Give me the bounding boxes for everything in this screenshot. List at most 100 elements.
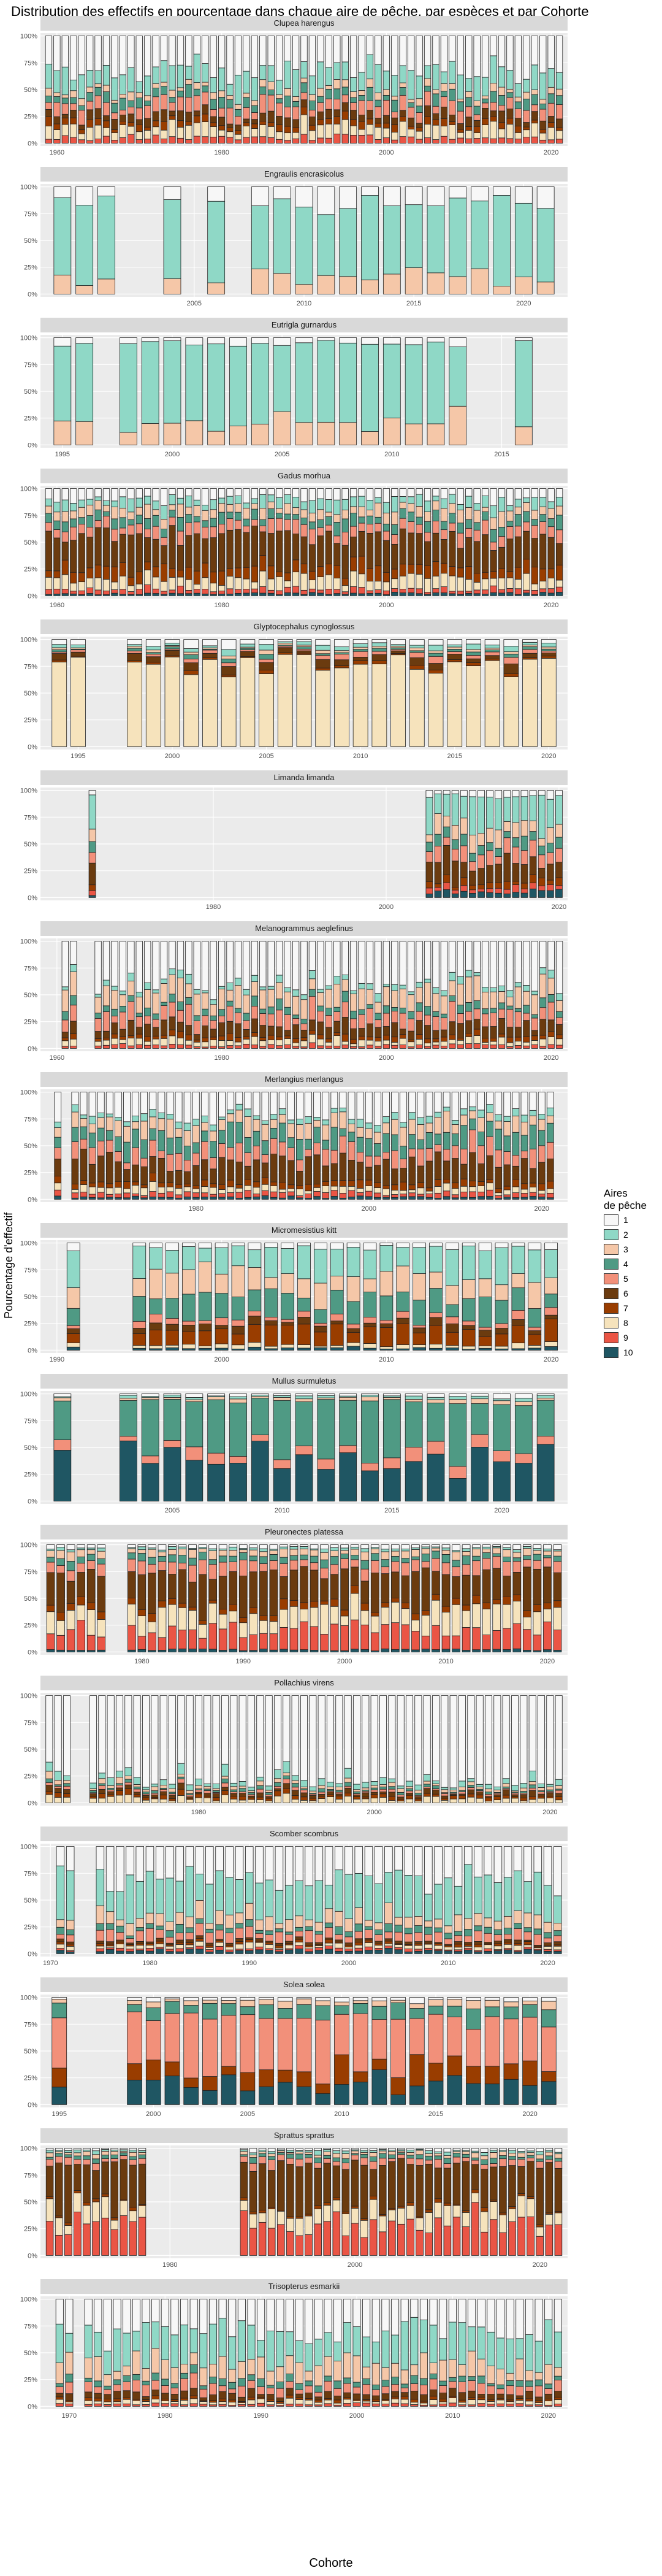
- bar-segment: [221, 675, 237, 678]
- bar-segment: [305, 1184, 312, 1192]
- x-tick-label: 1995: [51, 2110, 66, 2118]
- bar-segment: [225, 1949, 234, 1952]
- bar-segment: [358, 1035, 365, 1041]
- bar-segment: [375, 106, 382, 118]
- bar-segment: [218, 941, 226, 987]
- bar-segment: [66, 1308, 80, 1326]
- bar-segment: [451, 1188, 459, 1195]
- bar-segment: [292, 519, 300, 534]
- bar-segment: [185, 1025, 192, 1035]
- bar-segment: [457, 129, 464, 133]
- bar-segment: [481, 77, 489, 96]
- bar-segment: [160, 139, 168, 144]
- bar-segment: [127, 1649, 136, 1652]
- bar-segment: [267, 122, 275, 127]
- bar-segment: [511, 1243, 525, 1247]
- bar-segment: [464, 1947, 473, 1950]
- bar-segment: [428, 2063, 444, 2082]
- bar-segment: [63, 1780, 70, 1784]
- bar-segment: [490, 941, 497, 988]
- bar-segment: [313, 1309, 327, 1324]
- bar-segment: [350, 1649, 359, 1652]
- bar-segment: [111, 102, 118, 113]
- bar-segment: [482, 1602, 491, 1609]
- bar-segment: [411, 1559, 420, 1572]
- bar-segment: [78, 581, 85, 591]
- bar-segment: [264, 1247, 278, 1278]
- bar-segment: [399, 1013, 406, 1030]
- bar-segment: [107, 1788, 115, 1790]
- bar-segment: [305, 1846, 313, 1887]
- bar-segment: [208, 1649, 218, 1652]
- bar-segment: [177, 516, 185, 532]
- bar-segment: [238, 1785, 246, 1789]
- bar-segment: [132, 1195, 139, 1200]
- bar-segment: [255, 1946, 264, 1950]
- bar-segment: [152, 66, 159, 84]
- bar-segment: [230, 1796, 238, 1800]
- bar-segment: [210, 126, 217, 137]
- bar-segment: [310, 1607, 319, 1627]
- bar-segment: [166, 1936, 174, 1944]
- bar-segment: [546, 1115, 554, 1124]
- bar-segment: [484, 2006, 500, 2017]
- bar-segment: [267, 90, 275, 96]
- bar-segment: [478, 1336, 492, 1346]
- bar-segment: [234, 529, 242, 569]
- bar-segment: [399, 1038, 406, 1045]
- bar-segment: [333, 522, 341, 537]
- bar-segment: [325, 1038, 332, 1043]
- bar-segment: [295, 1949, 303, 1954]
- bar-segment: [177, 504, 185, 518]
- bar-segment: [200, 1141, 208, 1160]
- bar-segment: [284, 1035, 291, 1039]
- bar-segment: [210, 1130, 217, 1141]
- bar-segment: [313, 1127, 321, 1143]
- bar-segment: [251, 112, 259, 120]
- bar-segment: [492, 1547, 501, 1554]
- bar-segment: [313, 1117, 321, 1121]
- bar-segment: [440, 36, 448, 72]
- bar-segment: [406, 1798, 413, 1803]
- bar-segment: [396, 1344, 410, 1349]
- bar-segment: [140, 1139, 148, 1159]
- bar-segment: [195, 1923, 204, 1936]
- bar-segment: [183, 1160, 191, 1172]
- bar-segment: [465, 1011, 473, 1021]
- bar-segment: [144, 1007, 151, 1016]
- bar-segment: [243, 1043, 250, 1049]
- bar-segment: [538, 1114, 546, 1120]
- bar-segment: [390, 2077, 406, 2095]
- bar-segment: [374, 1945, 383, 1949]
- bar-segment: [370, 1612, 379, 1617]
- bar-segment: [127, 534, 135, 578]
- bar-segment: [269, 1621, 278, 1635]
- bar-segment: [416, 1033, 423, 1040]
- bar-segment: [465, 91, 473, 98]
- bar-segment: [86, 1547, 96, 1551]
- bar-segment: [522, 1546, 531, 1549]
- bar-segment: [300, 509, 308, 518]
- bar-segment: [414, 1950, 423, 1954]
- bar-segment: [119, 124, 127, 138]
- bar-segment: [512, 1108, 520, 1117]
- bar-segment: [45, 36, 53, 64]
- bar-segment: [292, 1042, 300, 1047]
- bar-segment: [277, 2018, 293, 2071]
- bar-segment: [278, 1189, 286, 1193]
- bar-segment: [61, 66, 69, 96]
- bar-segment: [523, 488, 530, 499]
- bar-segment: [434, 1092, 442, 1113]
- bar-segment: [363, 1347, 377, 1351]
- bar-segment: [555, 837, 563, 849]
- bar-segment: [151, 1784, 159, 1787]
- bar-segment: [265, 1800, 273, 1803]
- bar-segment: [243, 1013, 250, 1021]
- bar-segment: [310, 1601, 319, 1608]
- bar-segment: [300, 114, 308, 135]
- bar-segment: [175, 1933, 184, 1941]
- bar-segment: [413, 1327, 427, 1333]
- facet-title: Scomber scombrus: [270, 1829, 338, 1838]
- bar-segment: [149, 1140, 157, 1157]
- bar-segment: [362, 1798, 370, 1803]
